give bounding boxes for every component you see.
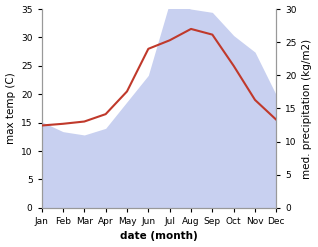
X-axis label: date (month): date (month): [120, 231, 198, 242]
Y-axis label: max temp (C): max temp (C): [5, 73, 16, 144]
Y-axis label: med. precipitation (kg/m2): med. precipitation (kg/m2): [302, 38, 313, 179]
